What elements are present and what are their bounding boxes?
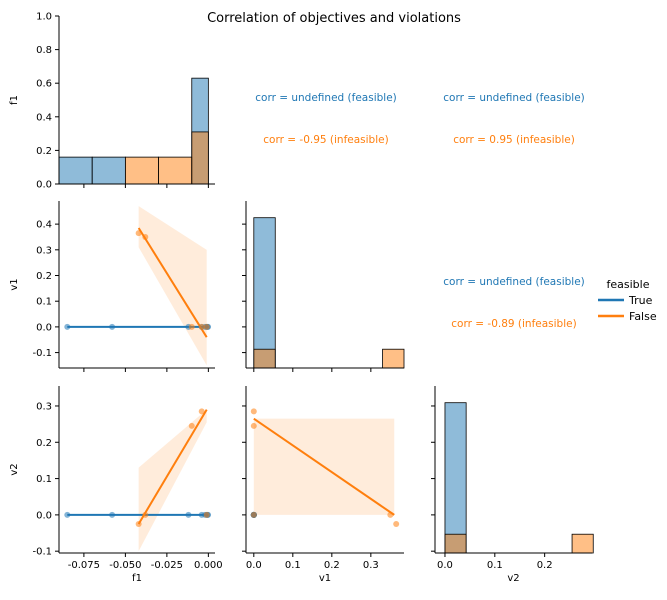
y-tick-label: 0.1 (36, 297, 52, 308)
scatter-point-infeasible (188, 422, 195, 429)
y-tick-label: 1.0 (36, 12, 52, 23)
regression-line-infeasible (253, 417, 395, 516)
cell-v1-hist (242, 201, 405, 372)
y-axis-label: v2 (9, 463, 20, 475)
scatter-point-infeasible (250, 511, 257, 518)
x-tick-label: 0.2 (324, 560, 340, 571)
corr-feasible-text: corr = undefined (feasible) (255, 92, 397, 104)
histogram-bar-infeasible (571, 533, 594, 554)
legend-title: feasible (607, 278, 650, 291)
chart-title: Correlation of objectives and violations (207, 11, 461, 26)
histogram-bar-infeasible (158, 156, 193, 185)
y-tick-label: -0.1 (32, 547, 52, 558)
corr-feasible-text: corr = undefined (feasible) (443, 276, 585, 288)
y-axis-label: f1 (9, 95, 20, 105)
y-tick-label: 0.3 (36, 401, 52, 412)
regression-line-infeasible (137, 409, 208, 525)
legend-label-false: False (629, 310, 657, 323)
y-tick-label: 0.2 (36, 146, 52, 157)
scatter-point-infeasible (387, 511, 394, 518)
histogram-bar-feasible (444, 402, 467, 554)
histogram-bar-infeasible (124, 156, 159, 185)
scatter-point-infeasible (198, 408, 205, 415)
scatter-point-feasible (109, 511, 116, 518)
x-tick-label: 0.2 (537, 560, 553, 571)
regression-line-infeasible (137, 227, 208, 338)
y-tick-label: 0.4 (36, 112, 52, 123)
corr-infeasible-text: corr = 0.95 (infeasible) (453, 134, 575, 146)
histogram-bar-feasible (253, 217, 276, 369)
x-tick-label: -0.075 (68, 560, 100, 571)
y-tick-label: 0.2 (36, 271, 52, 282)
x-tick-label: 0.1 (487, 560, 503, 571)
scatter-point-feasible (64, 323, 71, 330)
y-tick-label: 0.3 (36, 245, 52, 256)
x-tick-label: -0.025 (151, 560, 183, 571)
cell-v2-vs-f1: -0.1 0.0 0.1 0.2 0.3 v2 -0.075 -0.050 -0.025 0.00… (9, 386, 223, 584)
scatter-point-infeasible (203, 511, 210, 518)
scatter-point-infeasible (250, 408, 257, 415)
scatter-point-infeasible (203, 323, 210, 330)
x-axis-label: v1 (319, 573, 331, 584)
histogram-bar-infeasible (444, 533, 467, 554)
corr-feasible-text: corr = undefined (feasible) (443, 92, 585, 104)
correlation-annotation-v1-v2: corr = undefined (feasible) corr = -0.89 … (443, 276, 585, 330)
cell-f1-hist: 0.0 0.2 0.4 0.6 0.8 1.0 f1 (9, 12, 215, 191)
histogram-bar-infeasible (253, 348, 276, 369)
corr-infeasible-text: corr = -0.95 (infeasible) (263, 134, 388, 146)
histogram-bar-feasible (91, 156, 126, 185)
y-tick-label: 0.1 (36, 474, 52, 485)
correlation-annotation-f1-v1: corr = undefined (feasible) corr = -0.95 … (255, 92, 397, 146)
scatter-point-infeasible (393, 520, 400, 527)
cell-v2-vs-v1: 0.0 0.1 0.2 0.3 v1 (242, 386, 404, 584)
scatter-point-infeasible (198, 323, 205, 330)
y-tick-label: 0.2 (36, 438, 52, 449)
x-tick-label: 0.0 (437, 560, 453, 571)
cell-v2-hist: 0.0 0.1 0.2 v2 (431, 386, 594, 584)
y-tick-label: 0.0 (36, 180, 52, 191)
x-tick-label: 0.3 (363, 560, 379, 571)
x-axis-label: v2 (507, 573, 519, 584)
scatter-point-infeasible (142, 511, 149, 518)
y-tick-label: 0.0 (36, 322, 52, 333)
legend-label-true: True (628, 294, 653, 307)
legend: feasible True False (598, 278, 657, 323)
scatter-point-feasible (64, 511, 71, 518)
y-tick-label: -0.1 (32, 348, 52, 359)
correlation-annotation-f1-v2: corr = undefined (feasible) corr = 0.95 (… (443, 92, 585, 146)
scatter-point-infeasible (135, 230, 142, 237)
histogram-bar-infeasible (382, 348, 405, 369)
cell-v1-vs-f1: -0.1 0.0 0.1 0.2 0.3 0.4 v1 (9, 201, 215, 372)
regression-band-infeasible (138, 409, 207, 552)
x-tick-label: 0.000 (194, 560, 223, 571)
histogram-bar-feasible (58, 156, 93, 185)
y-tick-label: 0.4 (36, 220, 52, 231)
y-tick-label: 0.8 (36, 45, 52, 56)
scatter-point-infeasible (188, 323, 195, 330)
histogram-bar-infeasible (191, 131, 209, 185)
corr-infeasible-text: corr = -0.89 (infeasible) (451, 318, 576, 330)
scatter-point-infeasible (135, 520, 142, 527)
x-tick-label: -0.050 (109, 560, 141, 571)
x-axis-label: f1 (132, 573, 142, 584)
x-tick-label: 0.0 (246, 560, 262, 571)
pairplot-cells: 0.0 0.2 0.4 0.6 0.8 1.0 f1 -0.1 0.0 0.1 0.2 0.3 0.4 v… (9, 12, 594, 584)
regression-band-infeasible (138, 206, 207, 366)
scatter-point-infeasible (142, 233, 149, 240)
scatter-point-infeasible (250, 422, 257, 429)
scatter-point-feasible (109, 323, 116, 330)
y-axis-label: v1 (9, 278, 20, 290)
scatter-point-feasible (185, 511, 192, 518)
y-tick-label: 0.6 (36, 79, 52, 90)
y-tick-label: 0.0 (36, 510, 52, 521)
x-tick-label: 0.1 (285, 560, 301, 571)
